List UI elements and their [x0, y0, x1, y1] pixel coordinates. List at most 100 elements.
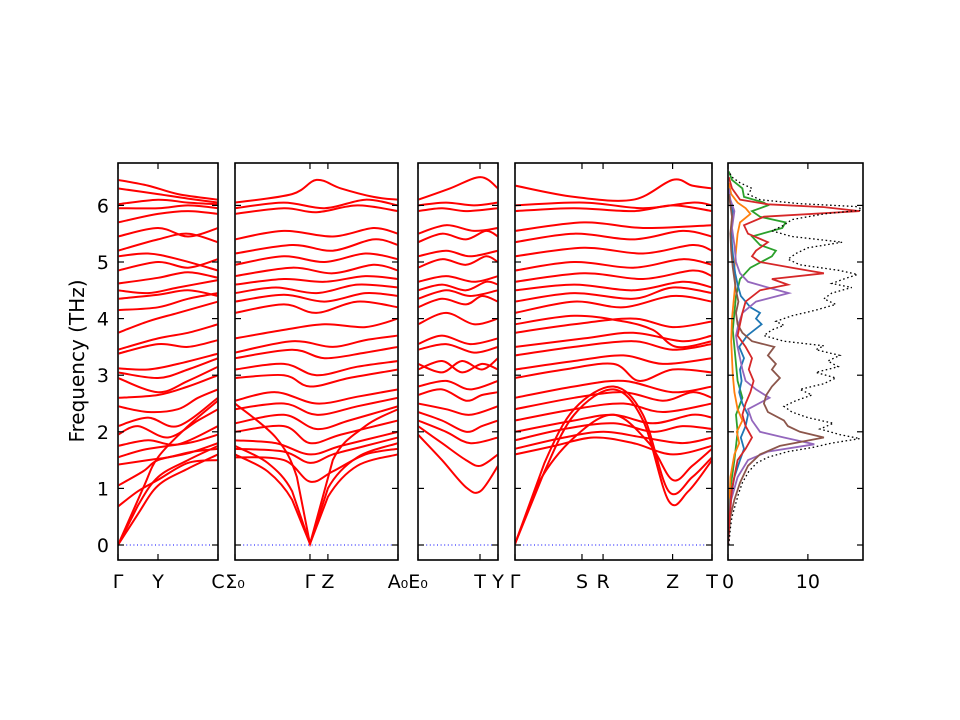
- phonon-band-line: [515, 413, 712, 433]
- phonon-band-line: [515, 362, 712, 382]
- phonon-band-line: [235, 226, 398, 241]
- phonon-band-line: [118, 289, 218, 300]
- phonon-band-line: [118, 292, 218, 312]
- phonon-band-line: [515, 331, 712, 348]
- phonon-band-line: [235, 419, 398, 445]
- phonon-band-line: [515, 258, 712, 272]
- phonon-band-line: [118, 459, 218, 508]
- y-tick-label: 6: [97, 195, 109, 217]
- phonon-band-line: [418, 357, 498, 374]
- phonon-band-line: [515, 436, 712, 456]
- phonon-band-line: [515, 178, 712, 202]
- phonon-band-line: [515, 354, 712, 371]
- phonon-band-line: [418, 379, 498, 391]
- dos-curve-pdos-brown: [728, 193, 825, 546]
- x-tick-label: R: [596, 571, 609, 593]
- phonon-band-line: [418, 249, 498, 258]
- dos-panel: 0 10: [722, 162, 864, 593]
- dos-curve-pdos-purple: [728, 188, 815, 546]
- y-tick-label: 2: [97, 422, 109, 444]
- panel-frame: [514, 162, 713, 561]
- phonon-band-line: [118, 198, 218, 206]
- phonon-band-line: [118, 179, 218, 201]
- phonon-band-line: [418, 360, 498, 374]
- phonon-band-line: [515, 221, 712, 232]
- phonon-band-line: [515, 280, 712, 292]
- x-tick-label: Σ₀: [225, 571, 245, 593]
- phonon-band-line: [515, 422, 712, 442]
- panel-frame: [234, 162, 399, 561]
- phonon-band-line: [418, 294, 498, 309]
- phonon-band-line: [235, 252, 398, 266]
- phonon-band-line: [235, 405, 398, 431]
- phonon-band-line: [118, 374, 218, 399]
- panel-frame: [727, 162, 864, 561]
- phonon-band-line: [235, 396, 398, 416]
- phonon-band-line: [515, 286, 712, 303]
- phonon-band-line: [118, 447, 218, 466]
- dos-x-tick-label: 0: [722, 571, 734, 593]
- dos-curve-total-dos: [728, 171, 863, 546]
- phonon-band-line: [118, 352, 218, 371]
- phonon-band-line: [118, 433, 218, 459]
- y-axis-ticks: 0 1 2 3 4 5 6: [97, 195, 109, 557]
- band-panel-3: E₀ T Y: [408, 162, 504, 593]
- phonon-band-line: [515, 413, 712, 545]
- phonon-band-line: [515, 379, 712, 399]
- phonon-band-line: [418, 388, 498, 402]
- phonon-band-line: [418, 334, 498, 346]
- x-tick-label: Z: [666, 571, 679, 593]
- phonon-band-line: [418, 402, 498, 416]
- y-tick-label: 4: [97, 309, 109, 331]
- phonon-band-line: [118, 357, 218, 380]
- phonon-band-line: [418, 289, 498, 300]
- x-tick-label: T: [473, 571, 486, 593]
- phonon-band-line: [235, 334, 398, 354]
- phonon-band-line: [418, 255, 498, 269]
- phonon-band-line: [515, 269, 712, 283]
- phonon-band-line: [235, 238, 398, 255]
- phonon-band-line: [118, 323, 218, 351]
- phonon-band-line: [418, 224, 498, 235]
- phonon-band-line: [118, 397, 218, 428]
- phonon-band-line: [418, 433, 498, 494]
- phonon-band-line: [235, 300, 398, 314]
- phonon-band-line: [118, 400, 218, 546]
- phonon-band-line: [235, 178, 398, 204]
- phonon-band-line: [515, 340, 712, 357]
- dos-curve-pdos-green: [728, 171, 787, 546]
- phonon-band-line: [418, 425, 498, 467]
- phonon-band-line: [235, 198, 398, 210]
- phonon-band-line: [515, 317, 712, 334]
- x-tick-label: Γ: [305, 571, 316, 593]
- x-tick-label: Y: [491, 571, 504, 593]
- panel-frame: [417, 162, 499, 561]
- x-tick-label: S: [576, 571, 588, 593]
- x-tick-label: E₀: [408, 571, 428, 593]
- x-tick-label: Z: [321, 571, 334, 593]
- phonon-band-line: [515, 391, 712, 411]
- phonon-band-line: [235, 346, 398, 360]
- phonon-band-line: [118, 258, 218, 272]
- phonon-band-line: [515, 402, 712, 422]
- phonon-band-line: [418, 201, 498, 207]
- band-panel-2: Σ₀ Γ Z A₀: [225, 162, 409, 593]
- phonon-band-line: [515, 229, 712, 244]
- phonon-band-line: [418, 207, 498, 213]
- phonon-band-line: [515, 388, 712, 545]
- phonon-band-line: [235, 453, 398, 547]
- phonon-band-line: [118, 339, 218, 355]
- x-tick-label: C: [211, 571, 224, 593]
- phonon-band-line: [235, 204, 398, 215]
- phonon-band-line: [418, 311, 498, 326]
- x-tick-label: A₀: [388, 571, 409, 593]
- phonon-band-line: [235, 275, 398, 286]
- phonon-band-line: [118, 453, 218, 546]
- phonon-band-line: [118, 271, 218, 285]
- phonon-band-line: [118, 388, 218, 414]
- phonon-band-line: [515, 201, 712, 210]
- phonon-band-line: [118, 279, 218, 295]
- dos-x-tick-label: 10: [796, 571, 820, 593]
